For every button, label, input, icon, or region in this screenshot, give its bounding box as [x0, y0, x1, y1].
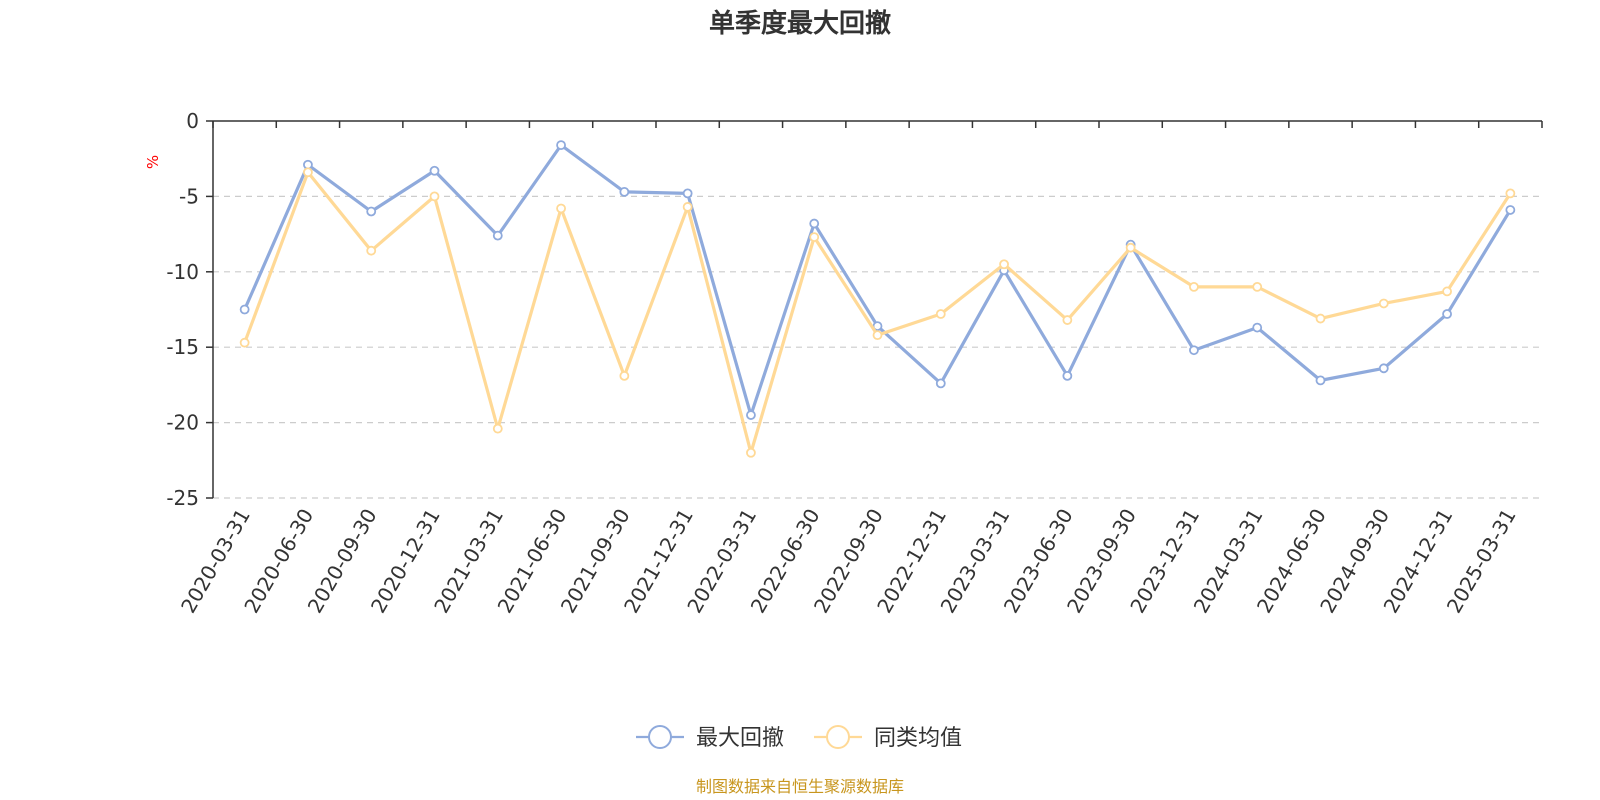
series-line-2 [243, 170, 1512, 455]
data-point-1 [746, 410, 756, 420]
data-point-1 [1505, 205, 1516, 215]
legend-circle-icon [826, 725, 850, 749]
data-point-2 [492, 423, 503, 434]
data-point-2 [303, 167, 313, 178]
series-line-1 [243, 143, 1512, 417]
legend[interactable]: 最大回撤 同类均值 [636, 725, 962, 751]
data-point-1 [556, 140, 566, 151]
data-point-1 [366, 206, 377, 217]
series-lines [239, 140, 1516, 458]
data-point-1 [1315, 375, 1326, 386]
data-point-1 [935, 378, 946, 389]
data-point-2 [872, 330, 883, 341]
source-note: 制图数据来自恒生聚源数据库 [696, 777, 904, 796]
legend-label: 同类均值 [874, 726, 962, 751]
y-axis-unit-label: % [144, 155, 162, 169]
data-point-1 [619, 186, 630, 197]
axes: 0-5-10-15-20-252020-03-312020-06-302020-… [166, 109, 1543, 617]
data-point-1 [492, 230, 503, 241]
gridlines [213, 195, 1542, 499]
data-point-1 [429, 165, 440, 176]
data-point-2 [682, 202, 693, 212]
data-point-2 [366, 245, 377, 256]
data-point-1 [1062, 370, 1073, 381]
data-point-1 [1442, 309, 1452, 319]
legend-circle-icon [648, 725, 672, 749]
data-point-2 [1505, 188, 1516, 199]
data-point-1 [1378, 363, 1389, 374]
y-tick-label: -5 [179, 184, 199, 208]
data-point-2 [1189, 281, 1199, 292]
y-tick-label: -25 [166, 486, 199, 510]
data-point-2 [746, 447, 756, 458]
data-point-2 [935, 309, 946, 319]
data-point-2 [556, 203, 566, 214]
y-tick-label: 0 [186, 109, 199, 133]
data-point-2 [809, 232, 820, 243]
data-point-2 [1252, 281, 1263, 292]
data-point-1 [239, 304, 250, 315]
y-tick-label: -10 [166, 260, 199, 284]
data-point-2 [1062, 315, 1073, 325]
y-tick-label: -15 [166, 335, 199, 359]
data-point-1 [1189, 345, 1199, 356]
data-point-2 [1125, 242, 1136, 253]
data-point-2 [1315, 313, 1326, 324]
legend-label: 最大回撤 [696, 726, 784, 751]
data-point-1 [682, 188, 693, 199]
y-tick-label: -20 [166, 411, 199, 435]
data-point-1 [809, 218, 820, 229]
chart-title: 单季度最大回撤 [709, 8, 891, 39]
data-point-1 [1252, 322, 1263, 333]
data-point-2 [619, 370, 630, 381]
data-point-2 [1378, 298, 1389, 309]
data-point-2 [999, 259, 1009, 270]
data-point-2 [429, 191, 440, 202]
data-point-2 [239, 337, 250, 348]
data-point-2 [1442, 286, 1452, 297]
